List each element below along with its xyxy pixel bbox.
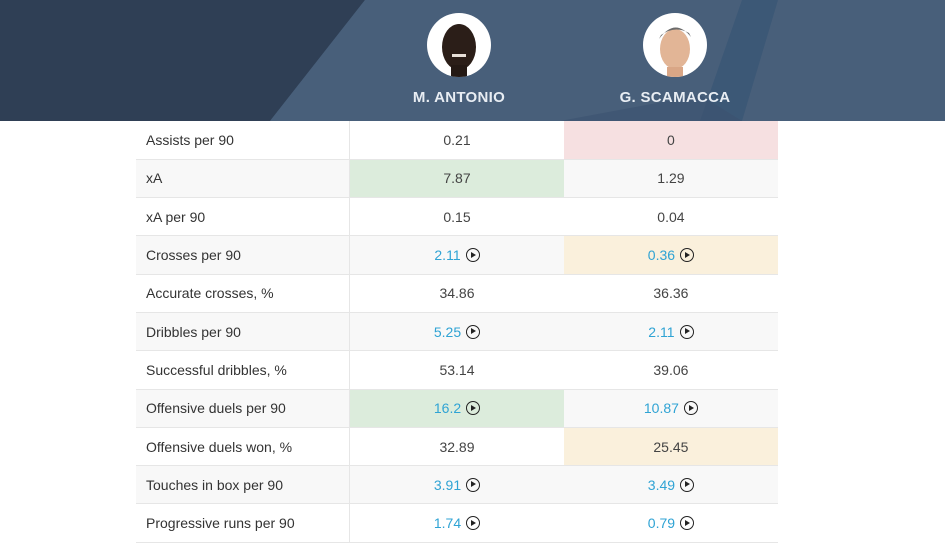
player-2-value: 36.36 (563, 274, 778, 313)
stat-label: Accurate crosses, % (136, 274, 351, 313)
player-2-avatar (643, 13, 707, 77)
table-row: Offensive duels won, % 32.89 25.45 (136, 427, 778, 467)
player-2-value: 0 (563, 121, 778, 160)
player-1-value: 32.89 (349, 427, 564, 467)
play-video-icon[interactable] (680, 516, 695, 531)
player-2-value: 25.45 (563, 427, 778, 467)
stat-value: 1.29 (657, 170, 685, 187)
play-video-icon[interactable] (466, 477, 481, 492)
table-row: Offensive duels per 90 16.2 10.87 (136, 389, 778, 428)
stat-value[interactable]: 10.87 (643, 400, 679, 417)
player-1-value: 34.86 (349, 274, 564, 313)
comparison-header: M. ANTONIO G. SCAMACCA (0, 0, 945, 121)
play-video-icon[interactable] (466, 401, 481, 416)
player-2-value[interactable]: 0.79 (563, 503, 778, 543)
player-2-value[interactable]: 10.87 (563, 389, 778, 428)
stat-value: 36.36 (653, 285, 689, 302)
player-1-value[interactable]: 16.2 (349, 389, 564, 428)
stat-label: Progressive runs per 90 (136, 503, 351, 543)
table-row: Dribbles per 90 5.25 2.11 (136, 312, 778, 352)
stat-value[interactable]: 16.2 (433, 400, 462, 417)
player-2-value: 0.04 (563, 197, 778, 237)
player-2-value: 39.06 (563, 350, 778, 390)
stat-label: xA (136, 159, 351, 199)
stat-value: 34.86 (439, 285, 475, 302)
stat-value[interactable]: 2.11 (434, 247, 461, 264)
player-1-value[interactable]: 1.74 (349, 503, 564, 543)
player-1-value[interactable]: 2.11 (349, 235, 564, 275)
stat-label: Crosses per 90 (136, 235, 351, 275)
play-video-icon[interactable] (465, 248, 480, 263)
stat-value[interactable]: 1.74 (433, 515, 462, 532)
stat-value: 0.04 (657, 208, 685, 225)
play-video-icon[interactable] (466, 516, 481, 531)
player-2-name: G. SCAMACCA (619, 89, 731, 106)
player-1-avatar (427, 13, 491, 77)
table-row: Progressive runs per 90 1.74 0.79 (136, 503, 778, 543)
stat-value: 25.45 (653, 438, 689, 455)
stat-value[interactable]: 3.91 (433, 476, 462, 493)
stat-value[interactable]: 2.11 (648, 323, 675, 340)
player-1-name: M. ANTONIO (412, 89, 506, 106)
stat-value: 0.21 (443, 131, 471, 148)
table-row: Touches in box per 90 3.91 3.49 (136, 465, 778, 505)
table-row: Successful dribbles, % 53.14 39.06 (136, 350, 778, 390)
stat-label: Dribbles per 90 (136, 312, 351, 352)
stat-label: Successful dribbles, % (136, 350, 351, 390)
stat-value: 7.87 (443, 170, 471, 187)
table-row: xA per 90 0.15 0.04 (136, 197, 778, 237)
table-row: xA 7.87 1.29 (136, 159, 778, 199)
play-video-icon[interactable] (683, 401, 698, 416)
player-1-value: 7.87 (349, 159, 564, 199)
player-1-value: 0.21 (349, 121, 564, 160)
table-row: Assists per 90 0.21 0 (136, 121, 778, 160)
stat-value[interactable]: 3.49 (647, 476, 676, 493)
player-2-value[interactable]: 0.36 (563, 235, 778, 275)
player-1-value: 53.14 (349, 350, 564, 390)
table-row: Crosses per 90 2.11 0.36 (136, 235, 778, 275)
player-1-value[interactable]: 3.91 (349, 465, 564, 505)
stats-table: Assists per 90 0.21 0 xA 7.87 1.29 xA per 90 0.… (136, 121, 778, 543)
player-1-value: 0.15 (349, 197, 564, 237)
stat-value[interactable]: 5.25 (433, 323, 462, 340)
play-video-icon[interactable] (680, 248, 695, 263)
stat-value: 39.06 (653, 361, 689, 378)
stat-label: xA per 90 (136, 197, 351, 237)
player-2[interactable]: G. SCAMACCA (595, 13, 755, 106)
stat-value: 0 (667, 131, 675, 148)
player-2-value[interactable]: 3.49 (563, 465, 778, 505)
play-video-icon[interactable] (680, 477, 695, 492)
player-2-value[interactable]: 2.11 (563, 312, 778, 352)
stat-label: Offensive duels per 90 (136, 389, 351, 428)
stat-value[interactable]: 0.36 (647, 247, 676, 264)
stat-value: 53.14 (439, 361, 475, 378)
stat-value: 32.89 (439, 438, 475, 455)
player-2-value: 1.29 (563, 159, 778, 199)
player-1[interactable]: M. ANTONIO (379, 13, 539, 106)
table-row: Accurate crosses, % 34.86 36.36 (136, 274, 778, 313)
stat-value: 0.15 (443, 208, 471, 225)
player-1-value[interactable]: 5.25 (349, 312, 564, 352)
stat-label: Offensive duels won, % (136, 427, 351, 467)
play-video-icon[interactable] (679, 324, 694, 339)
stat-value[interactable]: 0.79 (647, 515, 676, 532)
stat-label: Assists per 90 (136, 121, 351, 160)
stat-label: Touches in box per 90 (136, 465, 351, 505)
play-video-icon[interactable] (466, 324, 481, 339)
